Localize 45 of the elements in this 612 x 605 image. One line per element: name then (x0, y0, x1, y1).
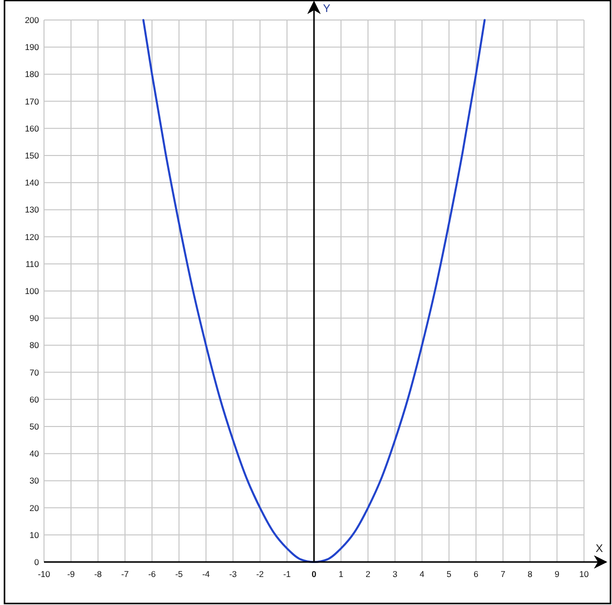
line-series (142, 19, 486, 563)
x-tick-label: 6 (474, 569, 479, 579)
x-axis-title: X (596, 543, 604, 555)
y-tick-label: 60 (30, 394, 40, 404)
x-tick-label: -3 (229, 569, 238, 579)
x-tick-label: 9 (554, 569, 560, 579)
x-tick-label: 10 (579, 569, 589, 579)
x-tick-label: -6 (148, 569, 156, 579)
x-tick-label: 8 (528, 569, 533, 579)
x-tick-label: 1 (338, 569, 344, 579)
y-tick-label: 20 (30, 502, 40, 513)
x-tick-label: -9 (67, 569, 76, 579)
x-tick-label: 5 (446, 569, 452, 579)
x-tick-label: 0 (312, 569, 317, 579)
y-tick-label: 50 (30, 422, 40, 432)
y-tick-label: 0 (34, 557, 40, 567)
y-tick-label: 190 (24, 42, 40, 52)
x-tick-label: -8 (94, 569, 102, 579)
x-tick-label: 4 (420, 569, 425, 579)
y-tick-label: 140 (24, 178, 40, 188)
y-tick-label: 160 (24, 123, 40, 134)
y-tick-label: 200 (24, 15, 40, 25)
y-tick-label: 180 (24, 69, 40, 80)
x-tick-label: 7 (500, 569, 506, 579)
x-tick-label: -10 (38, 569, 50, 579)
y-tick-label: 130 (24, 204, 40, 215)
x-tick-label: -7 (121, 569, 130, 579)
y-tick-label: 40 (30, 448, 40, 459)
y-tick-label: 70 (30, 367, 40, 378)
y-tick-label: 110 (25, 258, 40, 269)
y-tick-label: 120 (24, 232, 40, 242)
x-tick-label: -1 (283, 569, 292, 579)
x-tick-label: -5 (175, 569, 184, 579)
y-tick-label: 30 (30, 476, 40, 486)
y-tick-label: 90 (30, 313, 40, 324)
y-tick-label: 10 (30, 530, 40, 540)
y-tick-label: 150 (24, 150, 40, 160)
x-tick-label: -4 (202, 569, 210, 579)
y-tick-label: 80 (30, 340, 40, 350)
y-tick-label: 100 (24, 286, 40, 296)
x-tick-label: -2 (256, 569, 264, 579)
y-tick-label: 170 (24, 96, 40, 106)
x-tick-label: 3 (392, 569, 398, 579)
x-tick-label: 2 (366, 569, 371, 579)
y-axis-title: Y (323, 3, 331, 15)
